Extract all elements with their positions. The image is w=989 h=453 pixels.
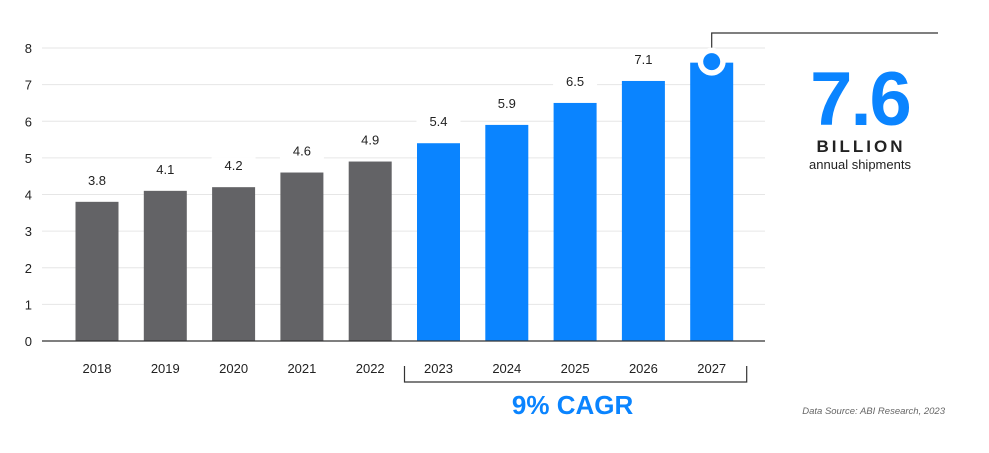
x-tick-label-2022: 2022 xyxy=(356,361,385,376)
data-label-2020: 4.2 xyxy=(225,158,243,173)
y-axis-ticks: 0 1 2 3 4 5 6 7 8 xyxy=(25,41,32,349)
bar-2019 xyxy=(143,190,187,341)
data-label-2019: 4.1 xyxy=(156,162,174,177)
x-tick-label-2018: 2018 xyxy=(83,361,112,376)
data-source-note: Data Source: ABI Research, 2023 xyxy=(802,406,945,417)
data-label-2026: 7.1 xyxy=(634,52,652,67)
bar-2021 xyxy=(280,172,324,341)
bar-2024 xyxy=(485,124,529,341)
cagr-bracket xyxy=(403,366,748,383)
y-tick-label: 8 xyxy=(25,41,32,56)
x-tick-label-2024: 2024 xyxy=(492,361,521,376)
data-label-bg xyxy=(621,50,666,69)
x-tick-label-2020: 2020 xyxy=(219,361,248,376)
data-label-2025: 6.5 xyxy=(566,74,584,89)
data-label-bg xyxy=(553,72,598,91)
data-label-bg xyxy=(211,157,256,176)
y-tick-label: 7 xyxy=(25,78,32,93)
callout-value: 7.6 xyxy=(810,57,910,142)
data-label-2022: 4.9 xyxy=(361,133,379,148)
bars xyxy=(75,62,734,342)
data-label-2021: 4.6 xyxy=(293,144,311,159)
data-label-2024: 5.9 xyxy=(498,96,516,111)
bar-2025 xyxy=(553,102,597,341)
x-tick-label-2019: 2019 xyxy=(151,361,180,376)
y-tick-label: 5 xyxy=(25,151,32,166)
bar-2026 xyxy=(621,80,665,342)
y-tick-label: 4 xyxy=(25,188,32,203)
bar-2027 xyxy=(690,62,734,342)
callout-marker-dot xyxy=(703,53,721,71)
y-tick-label: 2 xyxy=(25,261,32,276)
y-tick-label: 0 xyxy=(25,334,32,349)
x-axis-ticks: 2018 2019 2020 2021 2022 2023 2024 2025 2026 2027 xyxy=(83,361,727,376)
x-tick-label-2021: 2021 xyxy=(287,361,316,376)
data-label-bg xyxy=(75,171,119,190)
callout-description: annual shipments xyxy=(809,157,911,172)
data-label-bg xyxy=(348,131,393,150)
bar-2020 xyxy=(212,187,256,341)
y-tick-label: 1 xyxy=(25,297,32,312)
data-label-2023: 5.4 xyxy=(429,114,447,129)
y-tick-label: 6 xyxy=(25,114,32,129)
data-labels: 3.8 4.1 4.2 4.6 4.9 5.4 5.9 6.5 7.1 xyxy=(75,50,666,190)
bar-2023 xyxy=(417,143,460,341)
x-tick-label-2025: 2025 xyxy=(561,361,590,376)
data-label-bg xyxy=(416,113,461,132)
cagr-label: 9% CAGR xyxy=(512,390,634,420)
data-label-bg xyxy=(484,94,529,113)
x-tick-label-2023: 2023 xyxy=(424,361,453,376)
data-label-2018: 3.8 xyxy=(88,173,106,188)
bar-2018 xyxy=(75,201,119,341)
callout-unit: BILLION xyxy=(817,137,906,156)
x-tick-label-2027: 2027 xyxy=(697,361,726,376)
data-label-bg xyxy=(143,160,188,179)
data-label-bg xyxy=(279,142,324,161)
x-tick-label-2026: 2026 xyxy=(629,361,658,376)
y-tick-label: 3 xyxy=(25,224,32,239)
bar-2022 xyxy=(348,161,392,341)
